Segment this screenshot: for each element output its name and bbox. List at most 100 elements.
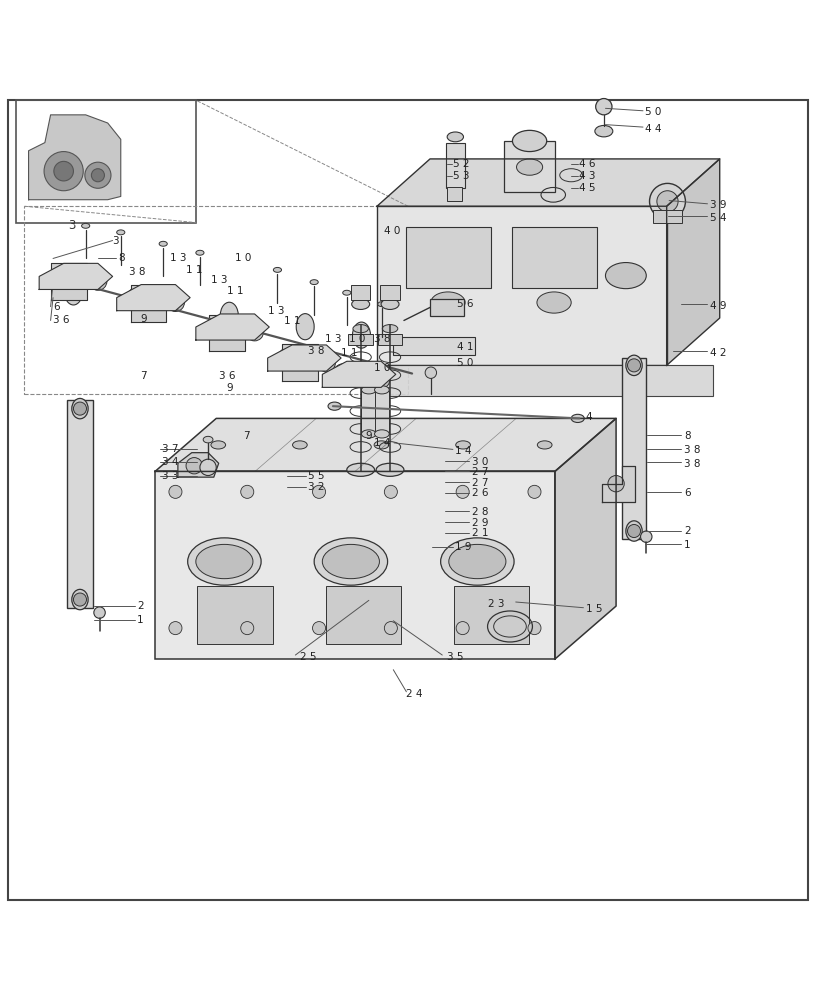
Text: 1 9: 1 9: [455, 542, 472, 552]
Ellipse shape: [322, 544, 379, 579]
Text: 3 8: 3 8: [308, 346, 325, 356]
Ellipse shape: [196, 544, 253, 579]
Circle shape: [313, 485, 326, 498]
Circle shape: [384, 622, 397, 635]
Circle shape: [384, 485, 397, 498]
Text: 5 0: 5 0: [645, 107, 661, 117]
Circle shape: [628, 524, 641, 538]
Bar: [504, 141, 555, 192]
Ellipse shape: [378, 302, 386, 307]
Circle shape: [456, 485, 469, 498]
Text: 1 0: 1 0: [349, 334, 366, 344]
Bar: [362, 365, 713, 396]
Ellipse shape: [72, 589, 88, 610]
Text: 2 1: 2 1: [472, 528, 488, 538]
Ellipse shape: [64, 279, 82, 305]
Ellipse shape: [353, 322, 370, 348]
Text: 3 9: 3 9: [710, 200, 726, 210]
Ellipse shape: [328, 402, 341, 410]
Ellipse shape: [117, 230, 125, 235]
Circle shape: [91, 169, 104, 182]
Bar: [326, 586, 401, 644]
Ellipse shape: [375, 430, 389, 438]
Text: 3 3: 3 3: [162, 471, 178, 481]
Text: 6: 6: [53, 302, 60, 312]
Bar: [393, 337, 475, 355]
Polygon shape: [322, 361, 396, 387]
Bar: [653, 210, 682, 223]
Ellipse shape: [512, 130, 547, 152]
Polygon shape: [602, 466, 635, 502]
Circle shape: [241, 622, 254, 635]
Circle shape: [317, 354, 335, 372]
Circle shape: [425, 367, 437, 378]
Ellipse shape: [82, 223, 90, 228]
Ellipse shape: [220, 302, 238, 328]
Text: 2 7: 2 7: [472, 467, 488, 477]
Circle shape: [372, 370, 390, 388]
Polygon shape: [178, 453, 219, 477]
Bar: [446, 143, 465, 188]
Ellipse shape: [431, 292, 465, 313]
Circle shape: [94, 607, 105, 618]
Bar: [348, 334, 373, 345]
Bar: [351, 285, 370, 300]
Text: 9: 9: [366, 431, 372, 441]
Ellipse shape: [314, 538, 388, 585]
Circle shape: [290, 352, 311, 374]
Bar: [430, 299, 464, 316]
Text: 9: 9: [140, 314, 147, 324]
Polygon shape: [155, 418, 616, 471]
Text: 1 4: 1 4: [374, 438, 390, 448]
Text: 5 6: 5 6: [457, 299, 473, 309]
Text: 5 0: 5 0: [457, 358, 473, 368]
Text: 1 4: 1 4: [455, 446, 472, 456]
Circle shape: [138, 294, 159, 315]
Ellipse shape: [361, 430, 376, 438]
Text: 2 9: 2 9: [472, 518, 488, 528]
Ellipse shape: [211, 441, 225, 449]
Text: 4 5: 4 5: [579, 183, 596, 193]
Bar: [447, 187, 462, 201]
Polygon shape: [29, 115, 121, 200]
Polygon shape: [39, 263, 113, 289]
Bar: [155, 471, 555, 659]
Bar: [361, 391, 376, 433]
Text: 4 4: 4 4: [645, 124, 661, 134]
Text: 2 7: 2 7: [472, 478, 488, 488]
Bar: [377, 206, 667, 365]
Ellipse shape: [605, 263, 646, 289]
Bar: [454, 586, 529, 644]
Polygon shape: [51, 263, 87, 300]
Text: 4 2: 4 2: [710, 348, 726, 358]
Text: 2: 2: [684, 526, 690, 536]
Circle shape: [278, 347, 299, 369]
Text: 3 4: 3 4: [162, 457, 178, 467]
Polygon shape: [268, 345, 341, 371]
Ellipse shape: [188, 538, 261, 585]
Ellipse shape: [626, 521, 642, 541]
Circle shape: [89, 272, 107, 290]
Text: 4 0: 4 0: [384, 226, 400, 236]
Ellipse shape: [292, 441, 307, 449]
Text: 3 2: 3 2: [308, 482, 325, 492]
Text: 5 5: 5 5: [308, 471, 325, 481]
Circle shape: [650, 183, 685, 219]
Circle shape: [169, 622, 182, 635]
Ellipse shape: [375, 386, 389, 394]
Text: 8: 8: [684, 431, 690, 441]
Text: 1 1: 1 1: [284, 316, 300, 326]
Text: 9: 9: [227, 383, 233, 393]
Text: 4: 4: [586, 412, 592, 422]
Text: 7: 7: [140, 371, 147, 381]
Text: 6: 6: [684, 488, 690, 498]
Text: 1 0: 1 0: [235, 253, 251, 263]
Polygon shape: [131, 285, 166, 322]
Ellipse shape: [159, 241, 167, 246]
Text: 1 3: 1 3: [268, 306, 284, 316]
Circle shape: [241, 485, 254, 498]
Bar: [67, 400, 93, 608]
Text: 1 3: 1 3: [325, 334, 341, 344]
Ellipse shape: [196, 250, 204, 255]
Text: 3 5: 3 5: [447, 652, 463, 662]
